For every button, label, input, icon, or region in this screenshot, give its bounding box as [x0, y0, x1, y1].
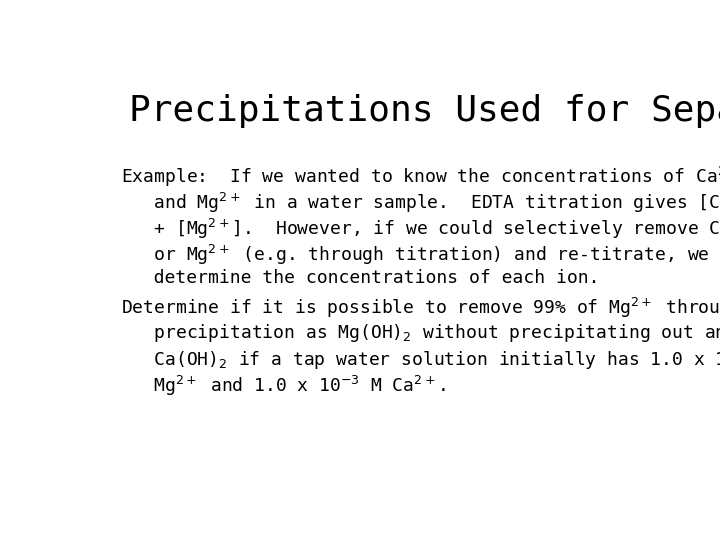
Text: Mg$^{2+}$ and 1.0 x 10$^{-3}$ M Ca$^{2+}$.: Mg$^{2+}$ and 1.0 x 10$^{-3}$ M Ca$^{2+}… — [121, 374, 446, 399]
Text: precipitation as Mg(OH)$_2$ without precipitating out any: precipitation as Mg(OH)$_2$ without prec… — [121, 322, 720, 344]
Text: determine the concentrations of each ion.: determine the concentrations of each ion… — [121, 269, 599, 287]
Text: Precipitations Used for Separations: Precipitations Used for Separations — [129, 94, 720, 128]
Text: Ca(OH)$_2$ if a tap water solution initially has 1.0 x 10$^{-3}$ M: Ca(OH)$_2$ if a tap water solution initi… — [121, 348, 720, 372]
Text: Example:  If we wanted to know the concentrations of Ca$^{2+}$: Example: If we wanted to know the concen… — [121, 165, 720, 188]
Text: Determine if it is possible to remove 99% of Mg$^{2+}$ through: Determine if it is possible to remove 99… — [121, 295, 720, 320]
Text: + [Mg$^{2+}$].  However, if we could selectively remove Ca$^{2+}$: + [Mg$^{2+}$]. However, if we could sele… — [121, 217, 720, 241]
Text: and Mg$^{2+}$ in a water sample.  EDTA titration gives [Ca$^{2+}$]: and Mg$^{2+}$ in a water sample. EDTA ti… — [121, 191, 720, 215]
Text: or Mg$^{2+}$ (e.g. through titration) and re-titrate, we could: or Mg$^{2+}$ (e.g. through titration) an… — [121, 243, 720, 267]
